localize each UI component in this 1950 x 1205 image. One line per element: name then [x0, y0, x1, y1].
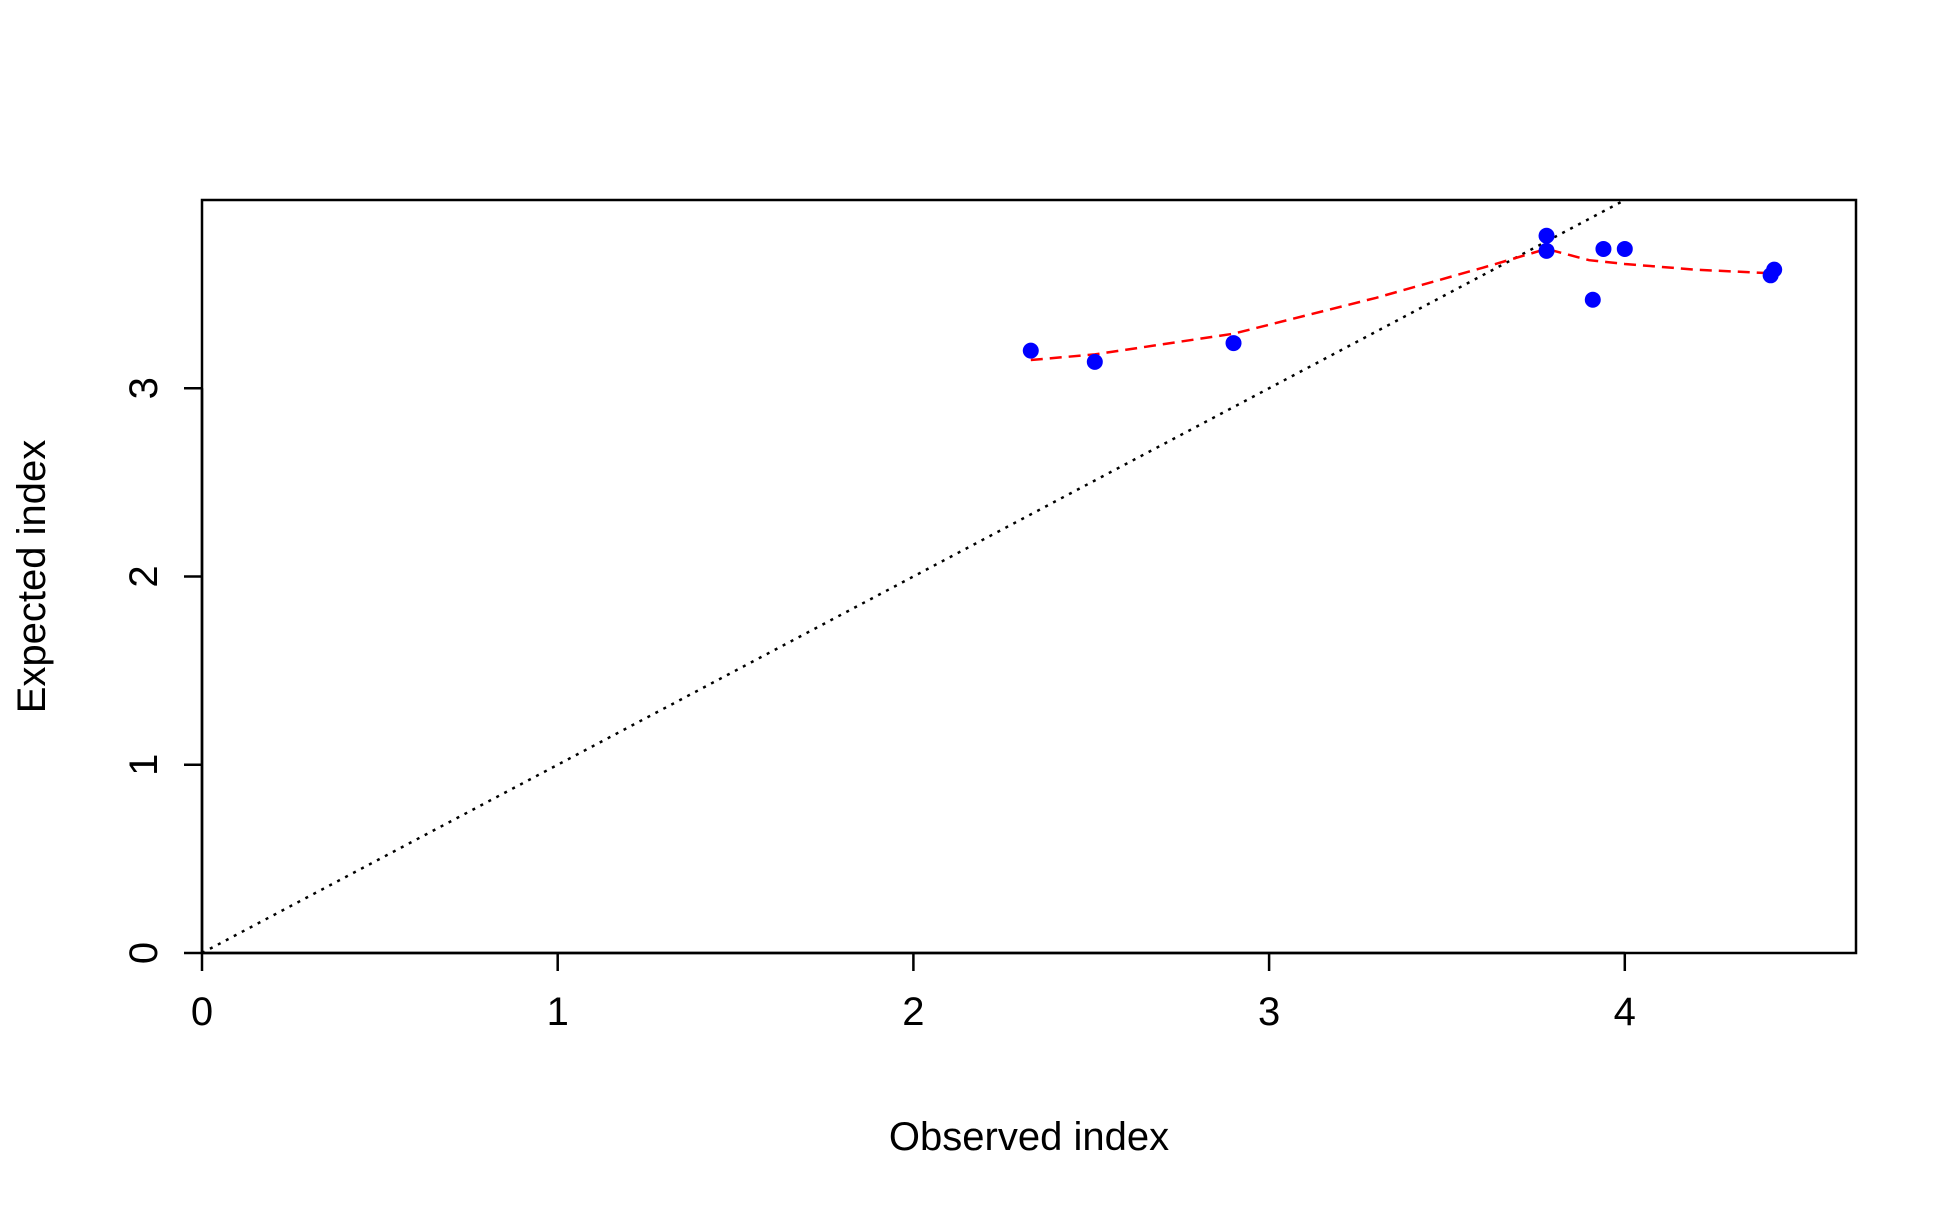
- data-point: [1766, 261, 1783, 278]
- data-point: [1022, 342, 1039, 359]
- x-axis: 0 1 2 3 4: [191, 951, 1636, 1034]
- y-tick-label: 2: [122, 565, 166, 587]
- y-tick-label: 3: [122, 377, 166, 399]
- x-tick-label: 0: [191, 990, 213, 1034]
- plot-frame: [200, 198, 1858, 955]
- y-tick-label: 1: [122, 754, 166, 776]
- x-tick-label: 2: [902, 990, 924, 1034]
- data-point: [1086, 353, 1103, 370]
- x-tick-label: 4: [1614, 990, 1636, 1034]
- y-axis-label: Expected index: [10, 440, 54, 714]
- smooth-line-layer: [1030, 247, 1775, 362]
- data-point: [1225, 335, 1242, 352]
- y-tick-label: 0: [122, 942, 166, 964]
- y-axis: 0 1 2 3: [122, 377, 204, 964]
- x-tick-label: 1: [547, 990, 569, 1034]
- smooth-line: [1030, 247, 1775, 362]
- data-point: [1538, 227, 1555, 244]
- data-point: [1538, 242, 1555, 259]
- reference-line: [202, 200, 1628, 953]
- points-layer: [1022, 227, 1783, 370]
- data-point: [1584, 291, 1601, 308]
- x-tick-label: 3: [1258, 990, 1280, 1034]
- x-axis-label: Observed index: [889, 1115, 1169, 1159]
- reference-line-layer: [202, 200, 1628, 953]
- data-point: [1595, 240, 1612, 257]
- data-point: [1616, 240, 1633, 257]
